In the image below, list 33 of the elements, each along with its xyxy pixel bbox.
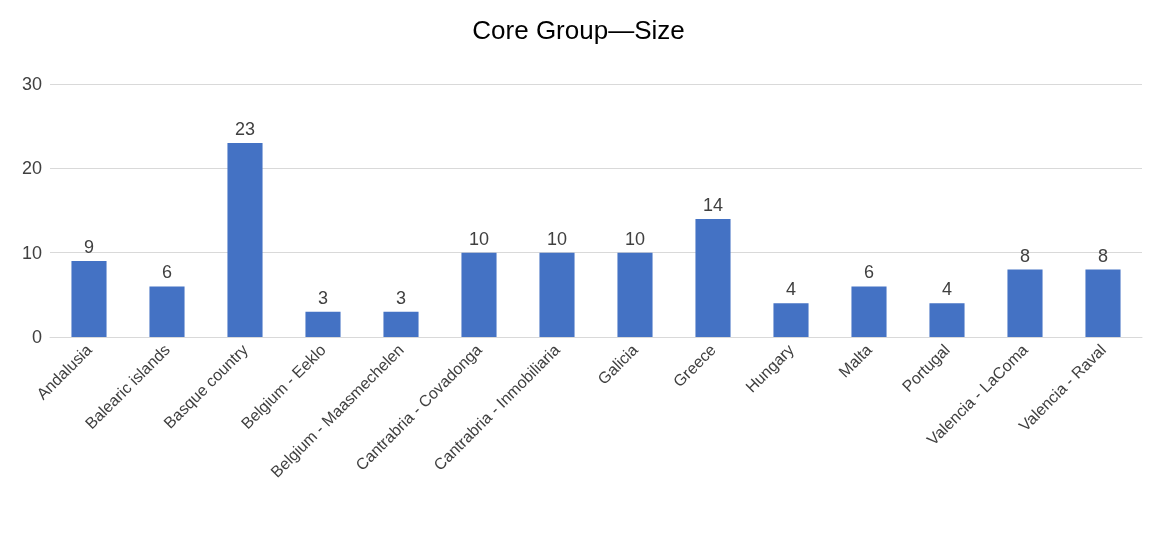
bar: [1007, 269, 1043, 337]
y-tick-label: 10: [21, 242, 42, 263]
chart-title: Core Group—Size: [472, 15, 685, 45]
bar: [149, 286, 185, 337]
bar: [929, 303, 965, 337]
data-label: 10: [546, 228, 568, 249]
bar: [851, 286, 887, 337]
data-label: 4: [785, 279, 797, 300]
data-label: 8: [1019, 245, 1031, 266]
bar: [383, 311, 419, 337]
bar: [227, 143, 263, 337]
data-label: 23: [234, 119, 256, 140]
bar: [71, 261, 107, 337]
bar: [305, 311, 341, 337]
bar: [1085, 269, 1121, 337]
bar: [539, 252, 575, 337]
data-label: 9: [83, 237, 95, 258]
y-tick-label: 20: [21, 158, 42, 179]
data-label: 10: [624, 228, 646, 249]
data-label: 14: [702, 194, 724, 215]
data-label: 6: [161, 262, 173, 283]
bar: [773, 303, 809, 337]
data-label: 4: [941, 279, 953, 300]
bar: [695, 218, 731, 337]
data-label: 3: [317, 287, 329, 308]
bar: [617, 252, 653, 337]
data-label: 6: [863, 262, 875, 283]
y-tick-label: 0: [31, 327, 42, 347]
data-label: 10: [468, 228, 490, 249]
bar: [461, 252, 497, 337]
y-tick-label: 30: [21, 74, 42, 94]
data-label: 3: [395, 287, 407, 308]
data-label: 8: [1097, 245, 1109, 266]
